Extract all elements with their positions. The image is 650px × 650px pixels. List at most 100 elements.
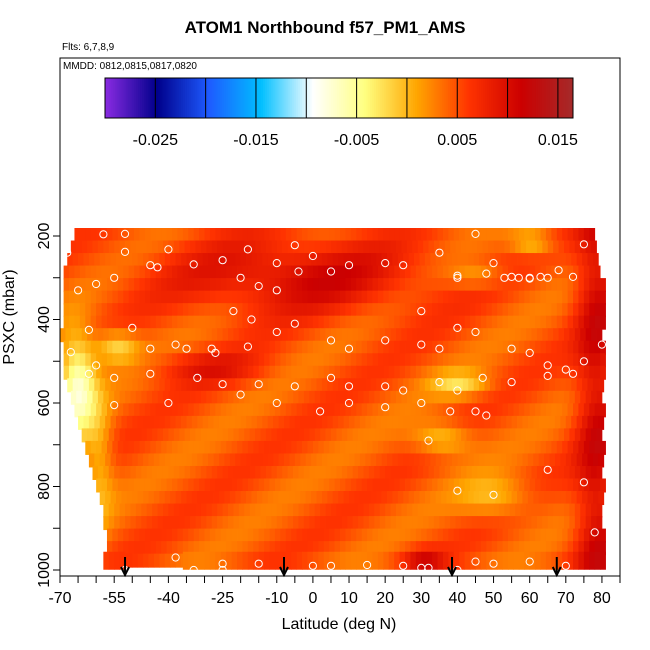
heatmap-cell [332, 491, 339, 506]
heatmap-cell [383, 551, 390, 570]
observation-point [435, 248, 444, 257]
observation-point [92, 361, 101, 370]
heatmap-cell [464, 551, 471, 570]
heatmap-cell [247, 403, 254, 418]
heatmap-cell [251, 415, 258, 430]
heatmap-cell [206, 503, 213, 518]
heatmap-cell [166, 365, 173, 380]
heatmap-cell [406, 328, 413, 343]
heatmap-cell [457, 378, 464, 393]
colorbar-swatch [557, 78, 560, 118]
heatmap-cell [260, 503, 267, 518]
heatmap-cell [177, 541, 184, 556]
heatmap-cell [330, 516, 337, 531]
heatmap-cell [567, 353, 574, 368]
heatmap-cell [137, 253, 144, 268]
heatmap-cell [564, 516, 570, 531]
heatmap-cell [600, 303, 606, 318]
heatmap-cell [415, 278, 422, 293]
heatmap-cell [574, 503, 581, 518]
heatmap-cell [193, 353, 200, 368]
heatmap-cell [238, 503, 245, 518]
heatmap-cell [330, 390, 337, 405]
heatmap-cell [247, 365, 254, 380]
heatmap-cell [432, 290, 438, 305]
heatmap-cell [471, 503, 478, 518]
heatmap-cell [155, 478, 162, 493]
heatmap-cell [377, 403, 384, 418]
heatmap-cell [535, 478, 541, 493]
x-axis-label: Latitude (deg N) [282, 616, 397, 633]
heatmap-cell [108, 328, 115, 343]
heatmap-cell [540, 228, 547, 242]
observation-point [344, 382, 354, 391]
heatmap-cell [108, 428, 115, 443]
heatmap-cell [193, 528, 200, 543]
heatmap-cell [464, 228, 471, 242]
heatmap-cell [365, 415, 372, 430]
colorbar-swatch [389, 78, 393, 118]
heatmap-cell [249, 503, 256, 518]
heatmap-cell [488, 428, 494, 443]
heatmap-cell [439, 240, 446, 255]
heatmap-cell [526, 428, 532, 443]
heatmap-cell [90, 403, 97, 418]
heatmap-cell [117, 340, 124, 355]
heatmap-cell [428, 503, 435, 518]
heatmap-cell [309, 465, 316, 480]
heatmap-cell [374, 503, 381, 518]
colorbar-swatch [327, 78, 330, 118]
heatmap-cell [237, 278, 243, 293]
heatmap-cell [513, 265, 520, 280]
heatmap-cell [309, 328, 316, 343]
heatmap-cell [166, 440, 173, 455]
heatmap-cell [200, 240, 207, 255]
heatmap-cell [291, 403, 298, 418]
colorbar-swatch [418, 78, 422, 118]
observation-point [326, 336, 336, 345]
heatmap-cell [441, 491, 447, 506]
heatmap-cell [175, 491, 182, 506]
heatmap-cell [311, 253, 317, 268]
heatmap-cell [314, 240, 321, 255]
colorbar-swatch [463, 78, 467, 118]
heatmap-cell [199, 353, 205, 368]
heatmap-cell [179, 428, 186, 443]
heatmap-cell [150, 340, 157, 355]
heatmap-cell [399, 478, 406, 493]
heatmap-cell [285, 551, 292, 570]
heatmap-cell [74, 278, 81, 293]
colorbar-swatch [337, 78, 340, 118]
heatmap-cell [318, 228, 325, 242]
heatmap-cell [594, 440, 601, 455]
heatmap-cell [446, 378, 453, 393]
heatmap-cell [600, 278, 606, 293]
heatmap-cell [594, 365, 601, 380]
heatmap-cell [352, 516, 359, 531]
observation-point [471, 229, 480, 238]
colorbar-swatch [385, 78, 389, 118]
heatmap-cell [399, 541, 406, 556]
heatmap-cell [511, 415, 518, 430]
heatmap-cell [262, 253, 269, 268]
heatmap-cell [258, 340, 265, 355]
observation-point [543, 465, 552, 474]
heatmap-cell [323, 303, 330, 318]
heatmap-cell [491, 340, 498, 355]
heatmap-cell [432, 403, 438, 418]
heatmap-cell [556, 541, 563, 556]
heatmap-cell [488, 328, 494, 343]
heatmap-cell [323, 265, 330, 280]
heatmap-cell [453, 290, 460, 305]
observation-point [381, 403, 390, 412]
heatmap-cell [591, 428, 597, 443]
heatmap-cell [567, 228, 574, 242]
heatmap-cell [329, 528, 335, 543]
heatmap-cell [508, 551, 514, 570]
heatmap-cell [235, 491, 242, 506]
heatmap-cell [296, 290, 303, 305]
observation-point [471, 327, 480, 337]
heatmap-cell [294, 378, 301, 393]
heatmap-cell [146, 240, 153, 255]
heatmap-cell [69, 353, 75, 368]
